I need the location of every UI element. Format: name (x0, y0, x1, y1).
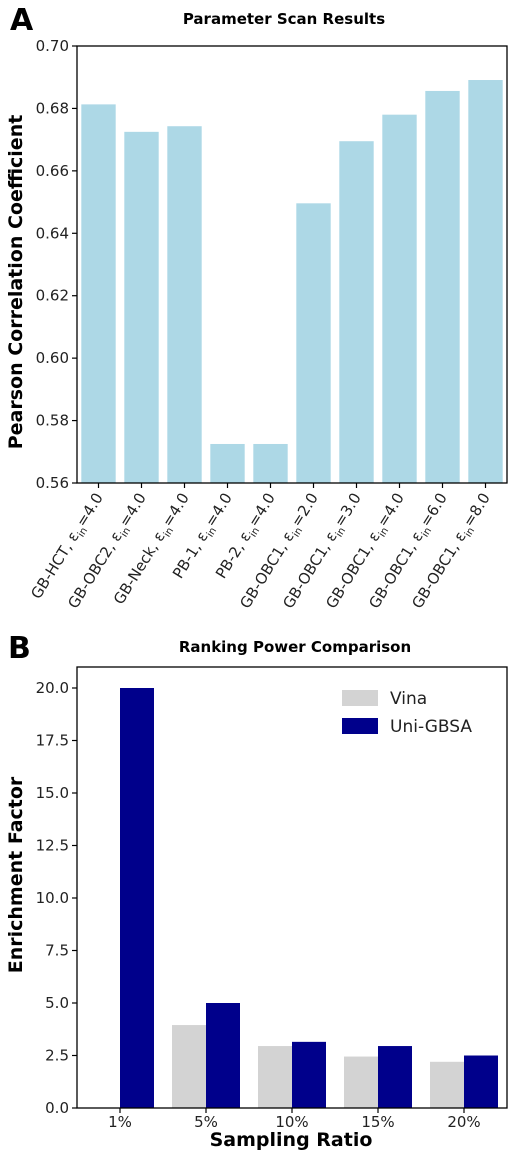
chart-b-y-tick-label: 5.0 (45, 994, 69, 1012)
panel-b: B Ranking Power Comparison Enrichment Fa… (5, 631, 508, 1151)
chart-b-y-tick-label: 20.0 (36, 679, 69, 697)
chart-a-bar (124, 131, 159, 483)
panel-letter-b: B (8, 631, 31, 666)
chart-b-x-tick-label: 10% (275, 1113, 308, 1131)
chart-a-bars (81, 80, 503, 484)
chart-b-y-tick-label: 2.5 (45, 1047, 69, 1065)
chart-b-bar-vina (172, 1025, 206, 1108)
legend-label-vina: Vina (390, 689, 427, 709)
chart-b-x-tick-label: 20% (447, 1113, 480, 1131)
chart-b-y-axis-label: Enrichment Factor (5, 776, 27, 973)
chart-b-y-tick-label: 12.5 (36, 837, 69, 855)
chart-b-x-tick-label: 5% (194, 1113, 218, 1131)
chart-b-bars (120, 688, 498, 1108)
chart-a-y-tick-label: 0.58 (36, 412, 69, 430)
chart-b-bar-uni-gbsa (120, 688, 154, 1108)
chart-a-bar (339, 141, 374, 484)
chart-b-bar-uni-gbsa (206, 1003, 240, 1108)
panel-a: A Parameter Scan Results Pearson Correla… (5, 3, 508, 614)
chart-b-bar-uni-gbsa (378, 1046, 412, 1108)
chart-a-y-ticks: 0.56 0.58 0.60 0.62 0.64 0.66 0.68 0.70 (36, 37, 77, 492)
chart-b-x-axis-label: Sampling Ratio (210, 1129, 373, 1151)
chart-b-y-ticks: 0.0 2.5 5.0 7.5 10.0 12.5 15.0 17.5 20.0 (36, 679, 77, 1117)
chart-a-bar (382, 114, 417, 484)
chart-a-y-tick-label: 0.68 (36, 99, 69, 117)
panel-letter-a: A (10, 3, 34, 38)
chart-b-bar-vina (344, 1056, 378, 1108)
chart-a-bar (81, 104, 116, 483)
chart-a-bar (296, 203, 331, 483)
chart-a-bar (425, 90, 460, 483)
chart-b-y-tick-label: 10.0 (36, 889, 69, 907)
chart-b-bar-uni-gbsa (464, 1055, 498, 1108)
chart-a-plot-frame (76, 45, 508, 484)
chart-b-y-tick-label: 7.5 (45, 942, 69, 960)
legend-label-uni-gbsa: Uni-GBSA (390, 717, 472, 737)
chart-a-y-tick-label: 0.60 (36, 349, 69, 367)
chart-b-bar-uni-gbsa (292, 1041, 326, 1108)
chart-b-plot-frame (76, 666, 508, 1109)
chart-b-legend: Vina Uni-GBSA (342, 689, 472, 737)
chart-a-bar (468, 80, 503, 484)
legend-swatch-uni-gbsa (342, 718, 378, 734)
chart-b-y-tick-label: 15.0 (36, 784, 69, 802)
chart-a-title: Parameter Scan Results (183, 10, 385, 28)
chart-a-y-tick-label: 0.64 (36, 224, 69, 242)
chart-a-y-tick-label: 0.66 (36, 162, 69, 180)
chart-a-y-axis-label: Pearson Correlation Coefficient (5, 115, 27, 450)
chart-b-y-tick-label: 17.5 (36, 732, 69, 750)
chart-a-y-tick-label: 0.56 (36, 474, 69, 492)
chart-b-x-tick-label: 15% (361, 1113, 394, 1131)
chart-a-bar (253, 443, 288, 483)
chart-a-x-ticks: GB-HCT, εin=4.0GB-OBC2, εin=4.0GB-Neck, … (27, 483, 496, 614)
legend-swatch-vina (342, 690, 378, 706)
chart-a-x-tick-label: GB-HCT, εin=4.0 (27, 490, 109, 604)
chart-a-x-tick-label: GB-OBC1, εin=8.0 (408, 490, 496, 614)
chart-a-bar (167, 126, 202, 484)
chart-a-bar (210, 443, 245, 483)
chart-b-x-ticks: 1% 5% 10% 15% 20% (108, 1108, 481, 1131)
chart-b-bar-vina (430, 1061, 464, 1108)
chart-a-y-tick-label: 0.62 (36, 287, 69, 305)
chart-b-title: Ranking Power Comparison (179, 638, 411, 656)
chart-a-y-tick-label: 0.70 (36, 37, 69, 55)
chart-b-x-tick-label: 1% (108, 1113, 132, 1131)
chart-b-y-tick-label: 0.0 (45, 1099, 69, 1117)
chart-b-bar-vina (258, 1046, 292, 1108)
